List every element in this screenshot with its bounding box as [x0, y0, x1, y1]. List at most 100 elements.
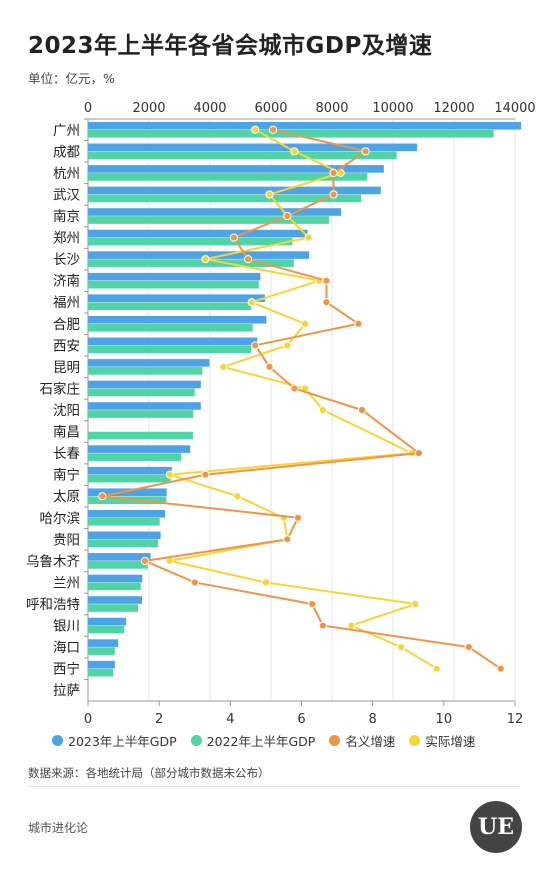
nominal-growth-point [361, 147, 370, 156]
category-label: 太原 [53, 489, 80, 505]
category-label: 合肥 [53, 317, 80, 333]
bar-2023-gdp [88, 337, 258, 346]
bar-2023-gdp [88, 121, 522, 130]
real-growth-point [283, 341, 292, 350]
bottom-axis-tick-label: 0 [84, 712, 92, 725]
bar-2023-gdp [88, 208, 342, 216]
nominal-growth-point [496, 664, 505, 673]
bar-2023-gdp [88, 251, 310, 259]
legend-label-gdp2023: 2023年上半年GDP [68, 734, 177, 749]
bar-2023-gdp [88, 445, 191, 453]
category-label: 成都 [53, 144, 80, 160]
real-growth-point [201, 255, 210, 264]
legend-label-nominal: 名义增速 [345, 734, 396, 749]
nominal-growth-point [190, 578, 199, 587]
bar-2022-gdp [88, 388, 195, 397]
bar-2023-gdp [88, 488, 167, 497]
nominal-growth-point [140, 556, 150, 565]
bar-2022-gdp [88, 453, 182, 461]
bar-2023-gdp [88, 531, 161, 540]
bar-2022-gdp [88, 410, 194, 418]
bar-2022-gdp [88, 582, 141, 591]
bar-2023-gdp [88, 186, 381, 195]
bar-2023-gdp [88, 272, 261, 281]
category-label: 济南 [53, 274, 80, 290]
bar-2023-gdp [88, 639, 119, 647]
legend-swatch-nominal [329, 735, 341, 746]
bar-2022-gdp [88, 474, 171, 483]
real-growth-point [290, 147, 299, 156]
category-label: 郑州 [53, 231, 80, 247]
legend-item-gdp2022[interactable]: 2022年上半年GDP [190, 731, 315, 750]
category-label: 银川 [53, 619, 80, 635]
bar-2023-gdp [88, 553, 151, 561]
bar-2023-gdp [88, 294, 265, 303]
bar-2023-gdp [88, 359, 210, 367]
legend-label-real: 实际增速 [425, 734, 476, 749]
bar-2022-gdp [88, 539, 159, 548]
real-growth-point [432, 664, 441, 673]
real-growth-point [411, 599, 420, 609]
category-label: 拉萨 [53, 683, 80, 699]
bar-2022-gdp [88, 151, 397, 160]
bar-2022-gdp [88, 280, 259, 289]
category-label: 杭州 [53, 166, 80, 182]
legend-swatch-gdp2023 [52, 735, 63, 746]
bottom-axis-tick-label: 4 [226, 712, 234, 725]
category-label: 昆明 [53, 360, 80, 376]
bar-2022-gdp [88, 216, 329, 224]
real-growth-point [318, 405, 327, 415]
legend-item-gdp2023[interactable]: 2023年上半年GDP [52, 731, 177, 750]
real-growth-point [347, 621, 356, 630]
legend-item-nominal[interactable]: 名义增速 [329, 731, 395, 750]
nominal-growth-point [354, 319, 363, 328]
real-growth-point [300, 319, 310, 328]
chart-canvas: 0 2000 4000 6000 8000 10000 12000 14000 0 2 4 6 8 10 1… [26, 101, 536, 725]
nominal-growth-point [414, 449, 424, 458]
top-axis-tick-label: 2000 [132, 101, 165, 116]
brand-logo: UE [470, 801, 522, 853]
real-growth-point [397, 643, 406, 652]
bar-2022-gdp [88, 259, 294, 267]
legend: 2023年上半年GDP 2022年上半年GDP 名义增速 实际增速 [52, 731, 475, 750]
bar-2023-gdp [88, 596, 142, 604]
category-label: 贵阳 [53, 532, 80, 548]
bar-2023-gdp [88, 143, 418, 152]
top-axis-tick-label: 10000 [372, 101, 413, 116]
category-label: 南宁 [53, 467, 80, 484]
bar-2023-gdp [88, 660, 115, 669]
bar-2023-gdp [88, 617, 127, 626]
category-label: 西安 [53, 338, 80, 354]
bottom-axis-tick-label: 12 [507, 712, 524, 725]
bar-2023-gdp [88, 229, 308, 238]
category-label: 石家庄 [40, 380, 81, 397]
brand-name: 城市进化论 [28, 821, 89, 835]
category-label: 长春 [53, 446, 80, 462]
bar-2022-gdp [88, 367, 203, 375]
top-axis-tick-label: 6000 [254, 101, 287, 116]
nominal-growth-point [322, 276, 331, 285]
nominal-growth-point [265, 362, 274, 371]
bar-2022-gdp [88, 302, 252, 311]
bar-2023-gdp [88, 574, 143, 583]
real-growth-point [261, 578, 271, 587]
category-label: 兰州 [53, 575, 80, 591]
category-label: 广州 [53, 123, 80, 139]
bar-2023-gdp [88, 380, 201, 389]
top-axis-tick-label: 12000 [433, 101, 474, 116]
real-growth-point [304, 233, 313, 242]
nominal-growth-point [229, 233, 238, 242]
real-growth-point [251, 125, 260, 134]
legend-item-real[interactable]: 实际增速 [409, 731, 475, 750]
top-axis-tick-label: 0 [84, 101, 92, 116]
nominal-growth-point [283, 211, 292, 221]
real-growth-point [247, 298, 256, 307]
bottom-axis-tick-label: 2 [155, 712, 163, 725]
bar-2023-gdp [88, 466, 172, 475]
bar-2023-gdp [88, 402, 201, 410]
unit-label: 单位：亿元，% [28, 71, 115, 86]
category-label: 福州 [53, 295, 80, 311]
real-growth-point [265, 190, 274, 199]
nominal-growth-point [329, 190, 338, 199]
category-label: 呼和浩特 [26, 597, 80, 613]
